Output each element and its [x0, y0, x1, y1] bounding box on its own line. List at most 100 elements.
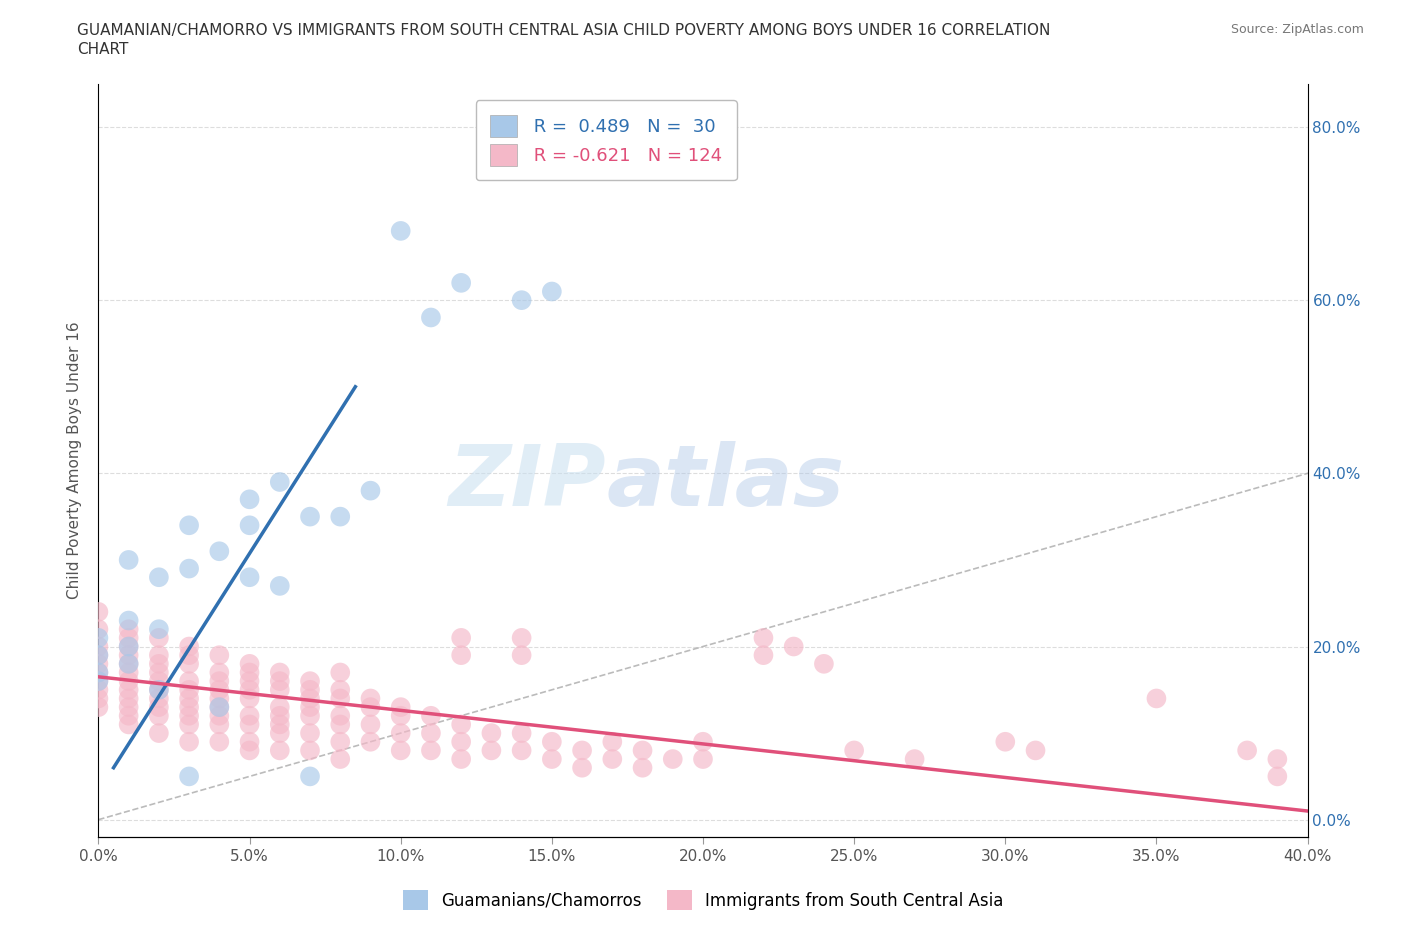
Point [904, 751, 927, 766]
Point [148, 673, 170, 688]
Point [179, 699, 201, 714]
Text: atlas: atlas [606, 442, 845, 525]
Point [510, 293, 533, 308]
Point [540, 751, 562, 766]
Point [752, 647, 775, 662]
Point [87, 647, 110, 662]
Point [450, 275, 472, 290]
Point [118, 717, 141, 732]
Point [299, 691, 322, 706]
Text: GUAMANIAN/CHAMORRO VS IMMIGRANTS FROM SOUTH CENTRAL ASIA CHILD POVERTY AMONG BOY: GUAMANIAN/CHAMORRO VS IMMIGRANTS FROM SO… [77, 23, 1050, 38]
Point [389, 743, 412, 758]
Point [269, 578, 291, 593]
Point [179, 647, 201, 662]
Point [692, 751, 714, 766]
Point [299, 673, 322, 688]
Point [179, 735, 201, 750]
Point [269, 665, 291, 680]
Point [239, 518, 262, 533]
Point [360, 691, 382, 706]
Text: Source: ZipAtlas.com: Source: ZipAtlas.com [1230, 23, 1364, 36]
Point [602, 751, 624, 766]
Point [118, 683, 141, 698]
Point [602, 735, 624, 750]
Point [510, 743, 533, 758]
Point [360, 699, 382, 714]
Point [118, 699, 141, 714]
Point [450, 631, 472, 645]
Point [420, 725, 443, 740]
Point [179, 717, 201, 732]
Point [360, 484, 382, 498]
Point [420, 743, 443, 758]
Point [148, 683, 170, 698]
Point [239, 492, 262, 507]
Point [540, 735, 562, 750]
Text: CHART: CHART [77, 42, 129, 57]
Point [148, 709, 170, 724]
Point [148, 683, 170, 698]
Point [208, 709, 231, 724]
Point [329, 510, 352, 525]
Point [783, 639, 806, 654]
Point [208, 735, 231, 750]
Point [148, 699, 170, 714]
Point [118, 613, 141, 628]
Point [269, 717, 291, 732]
Point [208, 673, 231, 688]
Point [118, 639, 141, 654]
Point [118, 673, 141, 688]
Point [118, 552, 141, 567]
Point [389, 725, 412, 740]
Point [329, 735, 352, 750]
Point [87, 683, 110, 698]
Point [329, 709, 352, 724]
Point [179, 518, 201, 533]
Point [208, 699, 231, 714]
Point [239, 709, 262, 724]
Point [481, 743, 503, 758]
Point [208, 717, 231, 732]
Point [179, 657, 201, 671]
Point [239, 683, 262, 698]
Point [118, 622, 141, 637]
Point [87, 673, 110, 688]
Point [148, 657, 170, 671]
Point [389, 223, 412, 238]
Point [299, 769, 322, 784]
Point [208, 699, 231, 714]
Point [239, 665, 262, 680]
Point [1144, 691, 1167, 706]
Point [208, 691, 231, 706]
Point [148, 570, 170, 585]
Point [148, 622, 170, 637]
Point [631, 743, 654, 758]
Text: ZIP: ZIP [449, 442, 606, 525]
Legend: Guamanians/Chamorros, Immigrants from South Central Asia: Guamanians/Chamorros, Immigrants from So… [396, 884, 1010, 917]
Point [87, 691, 110, 706]
Point [118, 639, 141, 654]
Point [208, 665, 231, 680]
Point [87, 622, 110, 637]
Point [329, 717, 352, 732]
Point [571, 761, 593, 776]
Point [571, 743, 593, 758]
Point [87, 699, 110, 714]
Point [118, 665, 141, 680]
Point [208, 544, 231, 559]
Point [87, 665, 110, 680]
Point [299, 725, 322, 740]
Point [87, 639, 110, 654]
Point [299, 510, 322, 525]
Point [1236, 743, 1258, 758]
Point [87, 647, 110, 662]
Point [179, 673, 201, 688]
Point [510, 647, 533, 662]
Point [118, 657, 141, 671]
Point [994, 735, 1017, 750]
Point [510, 631, 533, 645]
Point [450, 751, 472, 766]
Point [329, 751, 352, 766]
Point [269, 699, 291, 714]
Point [179, 691, 201, 706]
